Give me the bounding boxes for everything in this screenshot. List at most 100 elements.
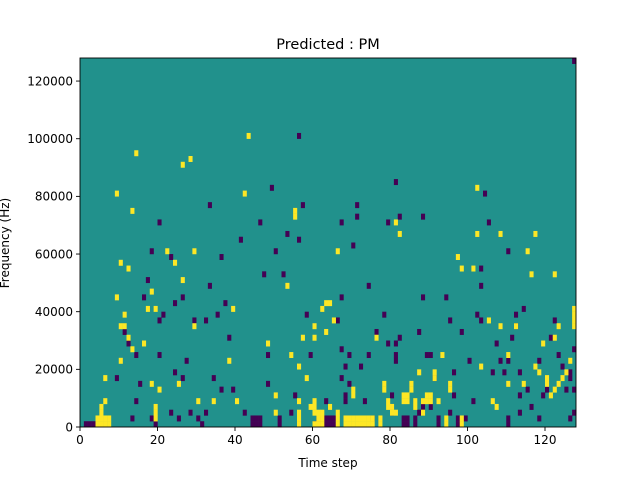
heatmap-cell-low	[262, 271, 267, 278]
heatmap-cell-high	[335, 248, 340, 255]
heatmap-cell-low	[343, 392, 348, 399]
heatmap-cell-low	[254, 421, 259, 428]
heatmap-cell-high	[347, 415, 352, 422]
heatmap-cell-low	[413, 421, 418, 428]
heatmap-cell-high	[506, 352, 511, 359]
heatmap-cell-low	[273, 248, 278, 255]
heatmap-cell-high	[498, 230, 503, 237]
heatmap-cell-high	[114, 294, 119, 301]
heatmap-cell-low	[506, 421, 511, 428]
y-axis: 0 20000 40000 60000 80000 100000 120000	[27, 74, 80, 434]
heatmap-cell-low	[436, 415, 441, 422]
heatmap-cell-high	[572, 317, 577, 324]
heatmap-cell-high	[335, 415, 340, 422]
heatmap-cell-high	[103, 421, 108, 428]
heatmap-cell-low	[382, 311, 387, 318]
heatmap-cell-high	[444, 415, 449, 422]
heatmap-cell-low	[142, 294, 147, 301]
heatmap-cell-high	[192, 248, 197, 255]
heatmap-cell-low	[114, 375, 119, 382]
heatmap-cell-high	[366, 421, 371, 428]
heatmap-cell-low	[537, 415, 542, 422]
heatmap-cell-high	[130, 346, 135, 353]
heatmap-cell-low	[157, 219, 162, 226]
heatmap-cell-high	[370, 421, 375, 428]
heatmap-cell-low	[506, 248, 511, 255]
heatmap-cell-low	[242, 409, 247, 416]
heatmap-cell-high	[231, 305, 236, 312]
heatmap-cell-low	[351, 242, 356, 249]
heatmap-cell-high	[266, 340, 271, 347]
heatmap-cell-high	[153, 305, 158, 312]
heatmap-cell-high	[134, 150, 139, 157]
heatmap-cell-low	[339, 346, 344, 353]
heatmap-cell-high	[424, 392, 429, 399]
heatmap-cell-high	[297, 421, 302, 428]
heatmap-cell-low	[83, 421, 88, 428]
heatmap-cell-high	[455, 254, 460, 260]
heatmap-cell-high	[188, 156, 193, 162]
heatmap-cell-low	[459, 328, 464, 335]
heatmap-cell-low	[452, 392, 457, 399]
heatmap-cell-low	[277, 415, 282, 422]
heatmap-cell-low	[463, 415, 468, 422]
heatmap-cell-high	[486, 317, 491, 324]
heatmap-cell-high	[351, 392, 356, 399]
heatmap-cell-low	[184, 357, 189, 364]
heatmap-cell-low	[277, 421, 282, 428]
plot-area	[79, 57, 577, 428]
heatmap-cell-high	[285, 282, 290, 289]
heatmap-cell-high	[506, 380, 511, 387]
heatmap-cell-low	[339, 294, 344, 301]
heatmap-cell-high	[297, 398, 302, 405]
heatmap-cell-low	[448, 317, 453, 324]
heatmap-cell-low	[192, 317, 197, 324]
heatmap-cell-low	[510, 334, 515, 341]
heatmap-cell-low	[548, 334, 553, 341]
heatmap-cell-high	[552, 386, 557, 393]
heatmap-cell-low	[506, 415, 511, 422]
heatmap-cell-low	[231, 386, 236, 393]
heatmap-cell-low	[122, 328, 127, 335]
heatmap-cell-high	[421, 398, 426, 405]
heatmap-cell-low	[568, 415, 573, 422]
heatmap-cell-high	[103, 398, 108, 405]
heatmap-cell-low	[386, 340, 391, 347]
heatmap-cell-high	[95, 421, 100, 428]
heatmap-cell-low	[506, 357, 511, 364]
heatmap-cell-high	[142, 340, 147, 347]
x-axis: 0 20 40 60 80 100 120	[76, 427, 556, 447]
heatmap-cell-low	[397, 213, 402, 220]
heatmap-cell-low	[413, 415, 418, 422]
heatmap-cell-high	[475, 184, 480, 191]
heatmap-cell-high	[122, 323, 127, 330]
heatmap-cell-low	[448, 409, 453, 416]
heatmap-cell-high	[343, 415, 348, 422]
heatmap-cell-low	[393, 179, 398, 186]
heatmap-cell-low	[207, 282, 212, 289]
heatmap-cell-low	[502, 369, 507, 376]
heatmap-cell-low	[572, 346, 577, 353]
heatmap-cell-low	[436, 421, 441, 428]
heatmap-cell-high	[514, 323, 519, 330]
heatmap-cell-high	[552, 334, 557, 341]
heatmap-cell-low	[362, 398, 367, 405]
heatmap-cell-low	[390, 392, 395, 399]
heatmap-cell-high	[114, 190, 119, 197]
heatmap-cell-low	[486, 219, 491, 226]
heatmap-cell-low	[366, 352, 371, 359]
heatmap-cell-high	[401, 392, 406, 399]
heatmap-cell-high	[103, 375, 108, 382]
heatmap-cell-high	[359, 415, 364, 422]
heatmap-cell-low	[386, 219, 391, 226]
heatmap-cell-low	[300, 202, 305, 209]
heatmap-cell-low	[324, 415, 329, 422]
heatmap-cell-high	[351, 421, 356, 428]
x-tick-label: 60	[305, 433, 320, 447]
heatmap-cell-high	[297, 415, 302, 422]
heatmap-cell-low	[211, 375, 216, 382]
heatmap-cell-low	[196, 415, 201, 422]
heatmap-cell-high	[378, 421, 383, 428]
heatmap-cell-high	[436, 398, 441, 405]
